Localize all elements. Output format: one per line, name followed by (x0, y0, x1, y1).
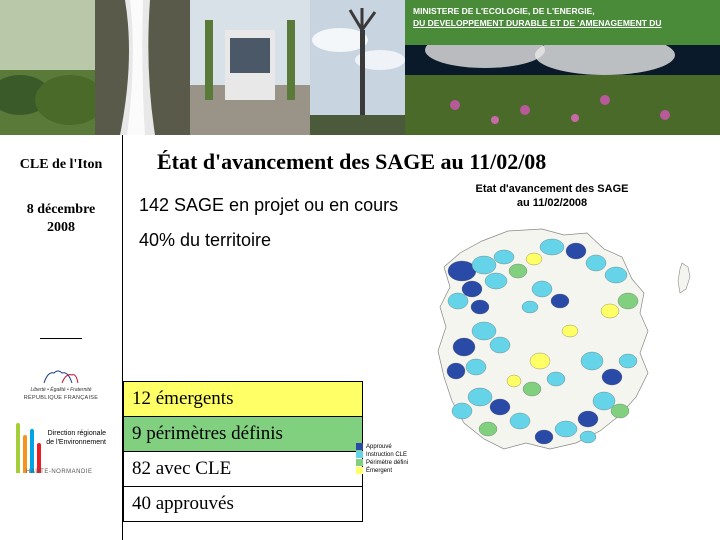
ministry-label: MINISTERE DE L'ECOLOGIE, DE L'ENERGIE, D… (405, 0, 720, 45)
legend-item: Émergent (356, 467, 408, 475)
diren-bars-icon (16, 423, 41, 473)
sidebar-title: CLE de l'Iton (20, 157, 102, 173)
status-box: 9 périmètres définis (123, 417, 363, 452)
content: État d'avancement des SAGE au 11/02/08 1… (123, 135, 720, 540)
legend-item: Instruction CLE (356, 451, 408, 459)
diren-text: Direction régionale de l'Environnement (46, 429, 106, 447)
logo-diren: Direction régionale de l'Environnement H… (16, 423, 106, 493)
page-title: État d'avancement des SAGE au 11/02/08 (157, 149, 710, 175)
status-box: 40 approuvés (123, 487, 363, 522)
status-boxes: 12 émergents9 périmètres définis82 avec … (123, 381, 363, 522)
status-box: 82 avec CLE (123, 452, 363, 487)
ministry-line1: MINISTERE DE L'ECOLOGIE, DE L'ENERGIE, (413, 6, 712, 18)
status-box: 12 émergents (123, 381, 363, 417)
sidebar-divider (40, 338, 82, 339)
ministry-line2: DU DEVELOPPEMENT DURABLE ET DE 'AMENAGEM… (413, 18, 712, 30)
map-title: Etat d'avancement des SAGE au 11/02/2008 (392, 183, 712, 211)
legend-item: Approuvé (356, 443, 408, 451)
legend-item: Périmètre défini (356, 459, 408, 467)
banner-photo-strip (0, 0, 405, 135)
france-map (392, 211, 712, 471)
map-panel: Etat d'avancement des SAGE au 11/02/2008… (392, 183, 712, 476)
logo-republique: Liberté • Égalité • Fraternité RÉPUBLIQU… (16, 353, 106, 415)
banner-photo-field (0, 0, 95, 135)
banner-photo-waterfall (95, 0, 190, 135)
banner-photo-tram (190, 0, 310, 135)
sidebar: CLE de l'Iton 8 décembre 2008 Liberté • … (0, 135, 123, 540)
header-banner: MINISTERE DE L'ECOLOGIE, DE L'ENERGIE, D… (0, 0, 720, 135)
main-area: CLE de l'Iton 8 décembre 2008 Liberté • … (0, 135, 720, 540)
corsica-inset (674, 261, 694, 295)
marianne-icon (42, 367, 80, 385)
banner-photo-turbine (310, 0, 405, 135)
sidebar-date: 8 décembre 2008 (27, 201, 96, 236)
map-legend: ApprouvéInstruction CLEPérimètre définiÉ… (356, 443, 408, 476)
